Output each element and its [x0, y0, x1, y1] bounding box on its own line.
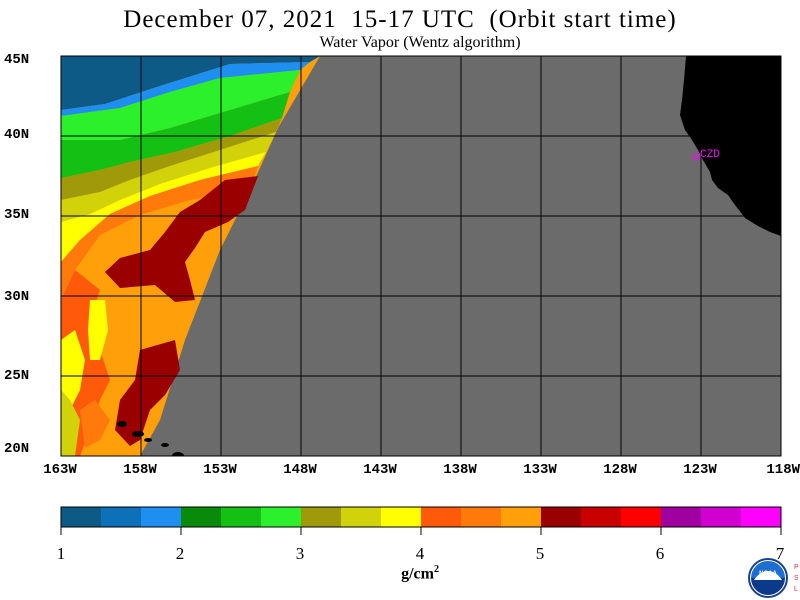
noaa-logo-text: NOAA: [759, 571, 777, 577]
lon-label: 158W: [123, 462, 157, 478]
colorbar-units: g/cm2: [401, 564, 439, 583]
svg-text:S: S: [794, 575, 798, 582]
colorbar-swatch: [101, 507, 142, 527]
colorbar-tick-label: 7: [775, 544, 785, 563]
map-frame: [60, 55, 782, 457]
lon-label: 133W: [523, 462, 557, 478]
station-label: CZD: [700, 149, 720, 161]
colorbar-swatch: [741, 507, 782, 527]
lon-label: 143W: [363, 462, 397, 478]
colorbar-swatch: [181, 507, 222, 527]
colorbar-swatch: [541, 507, 582, 527]
lat-label: 45N: [4, 52, 30, 68]
lat-label: 25N: [4, 368, 30, 384]
colorbar-tick-label: 2: [175, 544, 185, 563]
lon-label: 163W: [43, 462, 77, 478]
colorbar-swatch: [61, 507, 102, 527]
map-title: December 07, 2021 15-17 UTC (Orbit start…: [123, 6, 677, 33]
colorbar-swatch: [701, 507, 742, 527]
colorbar-swatch: [301, 507, 342, 527]
colorbar-tick-label: 6: [655, 544, 665, 563]
land-mass: [680, 56, 781, 236]
vapor-swath: [61, 56, 320, 456]
lon-label: 118W: [766, 462, 800, 478]
colorbar-swatch: [341, 507, 382, 527]
colorbar-tick-label: 1: [56, 544, 66, 563]
colorbar-tick-label: 5: [535, 544, 545, 563]
lon-label: 138W: [443, 462, 477, 478]
colorbar-swatch: [581, 507, 622, 527]
colorbar-swatch: [261, 507, 302, 527]
svg-text:L: L: [794, 586, 798, 593]
noaa-logo: NOAA P S L: [748, 558, 798, 598]
lat-label: 30N: [4, 289, 30, 305]
lon-label: 153W: [203, 462, 237, 478]
lon-label: 123W: [683, 462, 717, 478]
colorbar-swatch: [141, 507, 182, 527]
colorbar-swatch: [621, 507, 662, 527]
graticule: [61, 56, 781, 456]
colorbar-tick-label: 4: [415, 544, 425, 563]
colorbar-swatch: [381, 507, 422, 527]
lat-label: 20N: [4, 441, 30, 457]
station-marker-czd: CZD: [692, 149, 720, 161]
colorbar-swatch: [501, 507, 542, 527]
map-subtitle: Water Vapor (Wentz algorithm): [319, 34, 521, 51]
colorbar-swatch: [661, 507, 702, 527]
colorbar-tick-label: 3: [295, 544, 305, 563]
colorbar-swatch: [461, 507, 502, 527]
lat-label: 40N: [4, 127, 30, 143]
lon-label: 128W: [603, 462, 637, 478]
colorbar: [60, 506, 782, 535]
svg-text:P: P: [794, 564, 798, 571]
lon-label: 148W: [283, 462, 317, 478]
lat-label: 35N: [4, 207, 30, 223]
colorbar-swatch: [221, 507, 262, 527]
colorbar-swatch: [421, 507, 462, 527]
